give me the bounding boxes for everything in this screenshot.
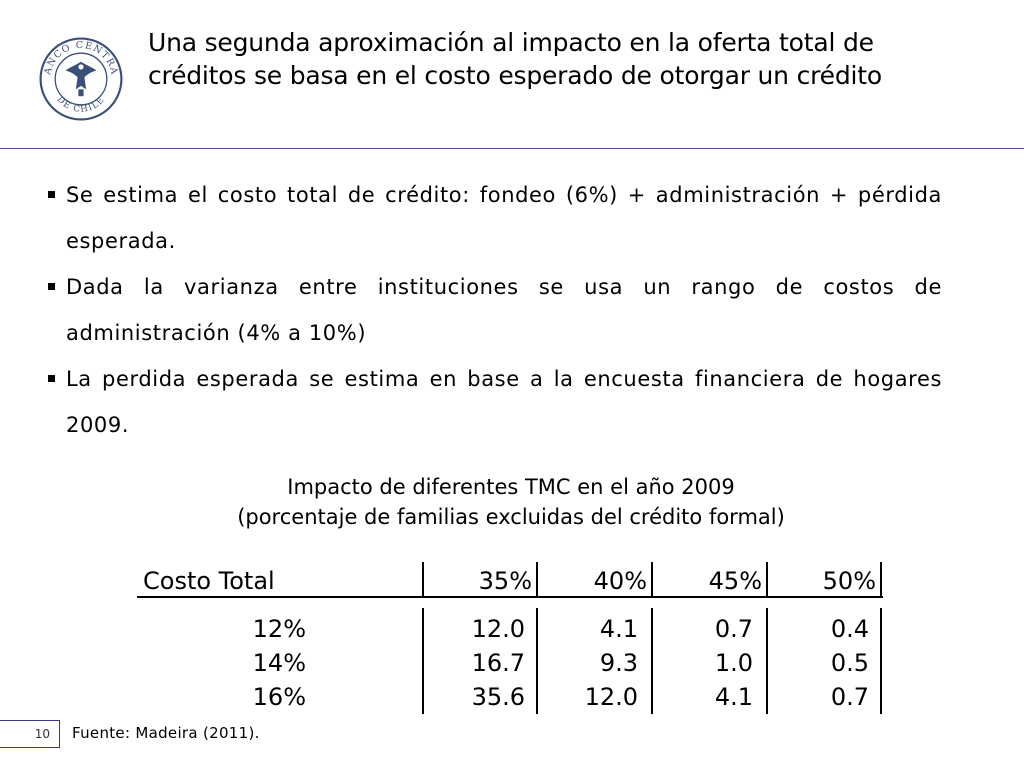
bullet-item: Se estima el costo total de crédito: fon… [46, 172, 942, 264]
bullet-list: Se estima el costo total de crédito: fon… [46, 172, 942, 448]
column-divider [651, 562, 653, 596]
column-divider [766, 562, 768, 596]
table-cell: 35.6 [471, 683, 525, 711]
source-note: Fuente: Madeira (2011). [72, 724, 260, 742]
page-number-box [0, 720, 60, 748]
column-divider [422, 562, 424, 596]
column-divider [651, 608, 653, 714]
table-cell: 0.4 [830, 615, 869, 643]
column-divider [536, 608, 538, 714]
page-number: 10 [34, 727, 50, 741]
table-cell: 0.5 [830, 649, 869, 677]
table-cell: 16.7 [471, 649, 525, 677]
banco-central-logo: BANCO CENTRAL DE CHILE [38, 36, 123, 121]
table-row-label: 16% [252, 683, 306, 711]
table-header-cell: Costo Total [143, 567, 275, 595]
table-title: Impacto de diferentes TMC en el año 2009 [287, 475, 735, 499]
table-cell: 4.1 [714, 683, 753, 711]
table-header-cell: 35% [478, 567, 532, 595]
table-caption: Impacto de diferentes TMC en el año 2009… [0, 472, 1023, 532]
column-divider [880, 608, 882, 714]
table-row-label: 12% [252, 615, 306, 643]
slide-title: Una segunda aproximación al impacto en l… [148, 28, 882, 90]
table-cell: 4.1 [599, 615, 638, 643]
table-header-cell: 45% [708, 567, 762, 595]
table-subtitle: (porcentaje de familias excluidas del cr… [237, 505, 785, 529]
table-cell: 12.0 [584, 683, 638, 711]
table-header-cell: 50% [822, 567, 876, 595]
table-cell: 9.3 [599, 649, 638, 677]
column-divider [536, 562, 538, 596]
table-header-rule [137, 596, 883, 598]
table-cell: 0.7 [830, 683, 869, 711]
column-divider [422, 608, 424, 714]
column-divider [880, 562, 882, 596]
table-cell: 0.7 [714, 615, 753, 643]
table-header-cell: 40% [593, 567, 647, 595]
table-cell: 1.0 [714, 649, 753, 677]
table-cell: 12.0 [471, 615, 525, 643]
title-divider [0, 148, 1024, 149]
table-row-label: 14% [252, 649, 306, 677]
bullet-item: Dada la varianza entre instituciones se … [46, 264, 942, 356]
bullet-item: La perdida esperada se estima en base a … [46, 356, 942, 448]
column-divider [766, 608, 768, 714]
